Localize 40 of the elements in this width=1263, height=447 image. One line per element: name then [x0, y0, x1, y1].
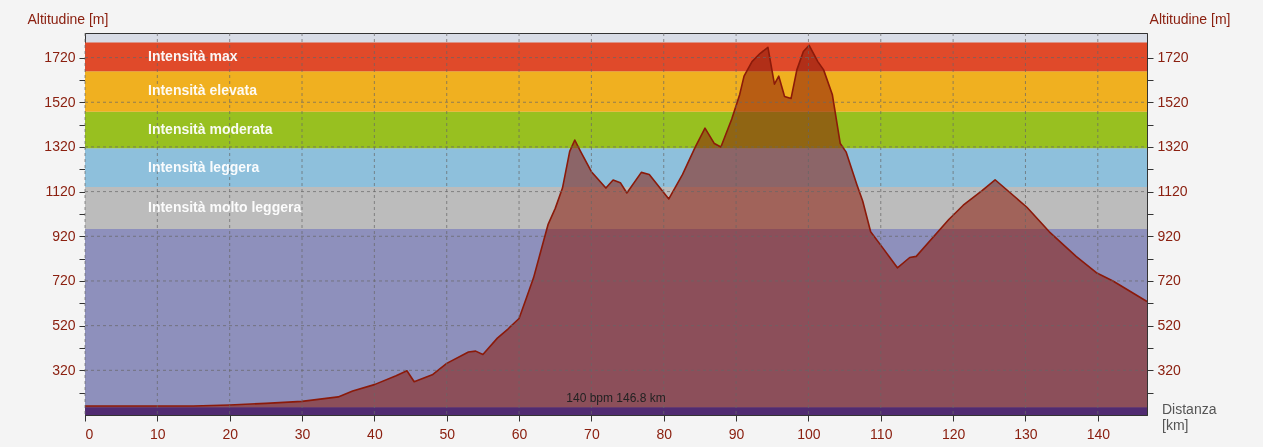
x-tick-label: 40 [367, 425, 383, 442]
x-tick-label: 30 [294, 425, 311, 442]
x-tick-label: 20 [222, 425, 239, 442]
x-tick-label: 140 [1086, 425, 1111, 442]
y2-tick-label: 1120 [1157, 183, 1188, 200]
band-label: 140 bpm 146.8 km [566, 391, 666, 406]
y-tick-label: 720 [52, 272, 76, 289]
y-tick-label: 1720 [44, 49, 76, 66]
y2-axis-title: Altitudine [m] [1149, 10, 1231, 27]
y2-tick-label: 720 [1157, 272, 1182, 289]
band-label: Intensità leggera [148, 158, 260, 175]
y2-tick-label: 920 [1157, 227, 1182, 244]
x-tick-label: 100 [797, 425, 821, 442]
x-tick-label: 60 [511, 425, 528, 442]
y-tick-label: 1120 [45, 183, 76, 200]
y-axis-title: Altitudine [m] [27, 10, 109, 27]
x-tick-label: 130 [1014, 425, 1038, 442]
y2-tick-label: 1520 [1157, 93, 1189, 110]
band-label: Intensità molto leggera [148, 198, 302, 215]
y2-tick-label: 1320 [1157, 138, 1189, 155]
y-tick-label: 520 [52, 317, 76, 334]
x-tick-label: 80 [656, 425, 673, 442]
band-label: Intensità elevata [148, 82, 258, 99]
x-tick-label: 0 [85, 425, 94, 442]
y-tick-label: 1520 [44, 93, 76, 110]
y-tick-label: 920 [52, 227, 76, 244]
y2-tick-label: 520 [1157, 317, 1182, 334]
y-tick-label: 320 [52, 361, 76, 378]
x-tick-label: 120 [941, 425, 966, 442]
x-tick-label: 10 [150, 425, 166, 442]
x-axis-title: Distanza [km] [1162, 401, 1217, 433]
band-label: Intensità max [148, 47, 238, 64]
x-tick-label: 50 [439, 425, 456, 442]
y-tick-label: 1320 [44, 138, 76, 155]
y2-tick-label: 1720 [1157, 49, 1189, 66]
x-tick-label: 90 [728, 425, 745, 442]
y2-tick-label: 320 [1157, 361, 1182, 378]
x-tick-label: 70 [584, 425, 600, 442]
band-label: Intensità moderata [148, 120, 273, 137]
x-tick-label: 110 [870, 425, 893, 442]
